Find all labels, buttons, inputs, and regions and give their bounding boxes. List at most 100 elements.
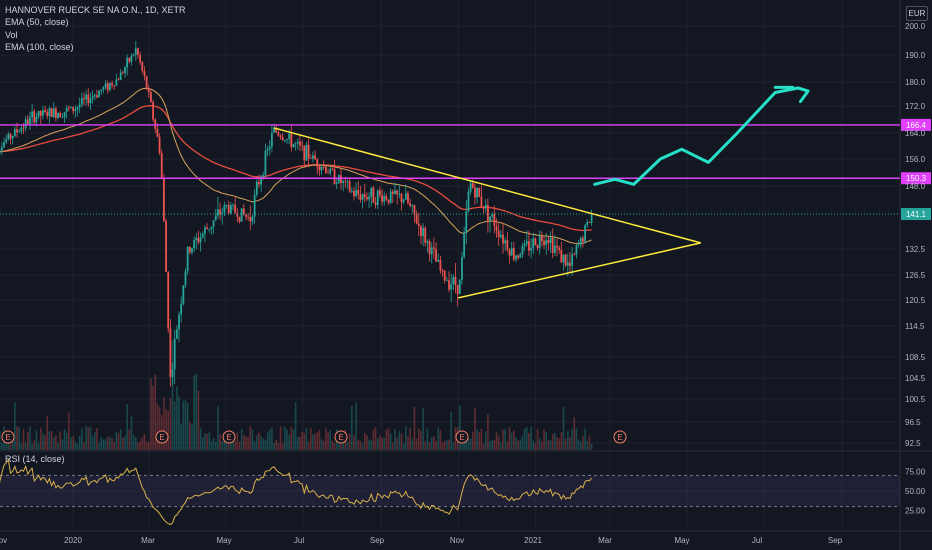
- volume-bar: [197, 390, 200, 450]
- candle-body: [191, 248, 193, 253]
- volume-bar: [117, 432, 120, 450]
- price-axis-tick: 92.5: [905, 439, 921, 448]
- volume-bar: [312, 434, 314, 450]
- candle-body: [268, 146, 271, 150]
- candle-body: [344, 180, 347, 182]
- candle-body: [350, 190, 353, 192]
- candle-body: [219, 209, 221, 215]
- candle-body: [98, 91, 100, 98]
- volume-bar: [422, 408, 424, 450]
- candle-body: [201, 233, 204, 238]
- candle-body: [33, 111, 36, 123]
- candle-body: [588, 221, 591, 223]
- candle-body: [391, 191, 394, 194]
- volume-bar: [63, 428, 66, 450]
- candle-body: [409, 203, 412, 206]
- volume-bar: [534, 443, 537, 450]
- candle-body: [292, 144, 295, 148]
- candle-body: [478, 187, 481, 197]
- candle-body: [175, 329, 178, 339]
- candle-body: [44, 110, 46, 112]
- candle-body: [260, 176, 262, 185]
- candle-body: [169, 328, 172, 377]
- candle-body: [476, 187, 478, 198]
- candle-body: [463, 232, 466, 257]
- candle-body: [264, 151, 267, 176]
- rsi-legend[interactable]: RSI (14, close): [5, 454, 65, 464]
- candle-body: [340, 175, 342, 184]
- candle-body: [108, 83, 111, 91]
- volume-bar: [424, 441, 427, 450]
- volume-bar: [59, 431, 62, 450]
- volume-bar: [536, 429, 539, 450]
- volume-bar: [478, 432, 481, 450]
- candle-body: [245, 214, 247, 217]
- candle-body: [420, 225, 422, 237]
- volume-bar: [299, 436, 301, 450]
- volume-bar: [545, 432, 548, 450]
- volume-bar: [413, 406, 416, 450]
- volume-bar: [178, 396, 180, 450]
- volume-bar: [165, 409, 167, 450]
- volume-bar: [93, 432, 96, 450]
- volume-bar: [31, 443, 33, 450]
- candle-body: [430, 247, 433, 255]
- symbol-title[interactable]: HANNOVER RUECK SE NA O.N., 1D, XETR: [5, 5, 186, 15]
- candle-body: [497, 230, 500, 238]
- candle-body: [7, 134, 10, 140]
- volume-bar: [55, 435, 57, 450]
- volume-bar: [119, 429, 122, 450]
- candle-body: [63, 111, 66, 117]
- legend-ema100[interactable]: EMA (100, close): [5, 41, 74, 52]
- volume-bar: [204, 433, 206, 450]
- volume-bar: [366, 435, 368, 450]
- volume-bar: [560, 431, 563, 450]
- candle-body: [126, 57, 129, 68]
- volume-bar: [564, 438, 567, 450]
- candle-body: [363, 194, 366, 198]
- legend-volume[interactable]: Vol: [5, 29, 18, 40]
- earnings-marker-label: E: [159, 433, 164, 442]
- volume-bar: [100, 437, 103, 450]
- candle-body: [134, 48, 137, 55]
- volume-bar: [307, 441, 310, 450]
- volume-bar: [305, 428, 308, 450]
- candle-body: [502, 234, 504, 244]
- candle-body: [113, 85, 116, 87]
- candle-body: [389, 191, 392, 203]
- candle-body: [378, 190, 381, 195]
- volume-bar: [417, 428, 420, 450]
- volume-bar: [111, 438, 113, 450]
- volume-bar: [448, 439, 450, 450]
- volume-bar: [314, 434, 316, 450]
- candle-body: [147, 89, 150, 93]
- candle-body: [279, 135, 282, 138]
- volume-bar: [515, 437, 517, 450]
- candle-body: [562, 254, 565, 263]
- volume-bar: [443, 441, 446, 450]
- volume-bar: [258, 432, 260, 450]
- candle-body: [204, 227, 206, 234]
- volume-bar: [85, 426, 87, 450]
- time-axis-tick: 2020: [64, 536, 82, 545]
- currency-badge[interactable]: EUR: [906, 6, 928, 21]
- legend-ema50[interactable]: EMA (50, close): [5, 17, 69, 28]
- candle-body: [534, 238, 537, 246]
- candle-body: [312, 155, 314, 159]
- candle-body: [374, 202, 377, 205]
- volume-bar: [158, 406, 161, 450]
- candle-body: [530, 248, 532, 251]
- candle-body: [59, 113, 62, 118]
- volume-bar: [392, 442, 394, 450]
- volume-bar: [415, 438, 418, 450]
- candle-body: [61, 116, 64, 118]
- volume-bar: [189, 422, 191, 450]
- candle-body: [575, 245, 578, 255]
- candle-body: [238, 216, 241, 222]
- volume-bar: [208, 432, 211, 450]
- volume-bar: [484, 431, 487, 450]
- volume-bar: [383, 437, 386, 450]
- candle-body: [121, 72, 124, 74]
- volume-bar: [249, 426, 252, 450]
